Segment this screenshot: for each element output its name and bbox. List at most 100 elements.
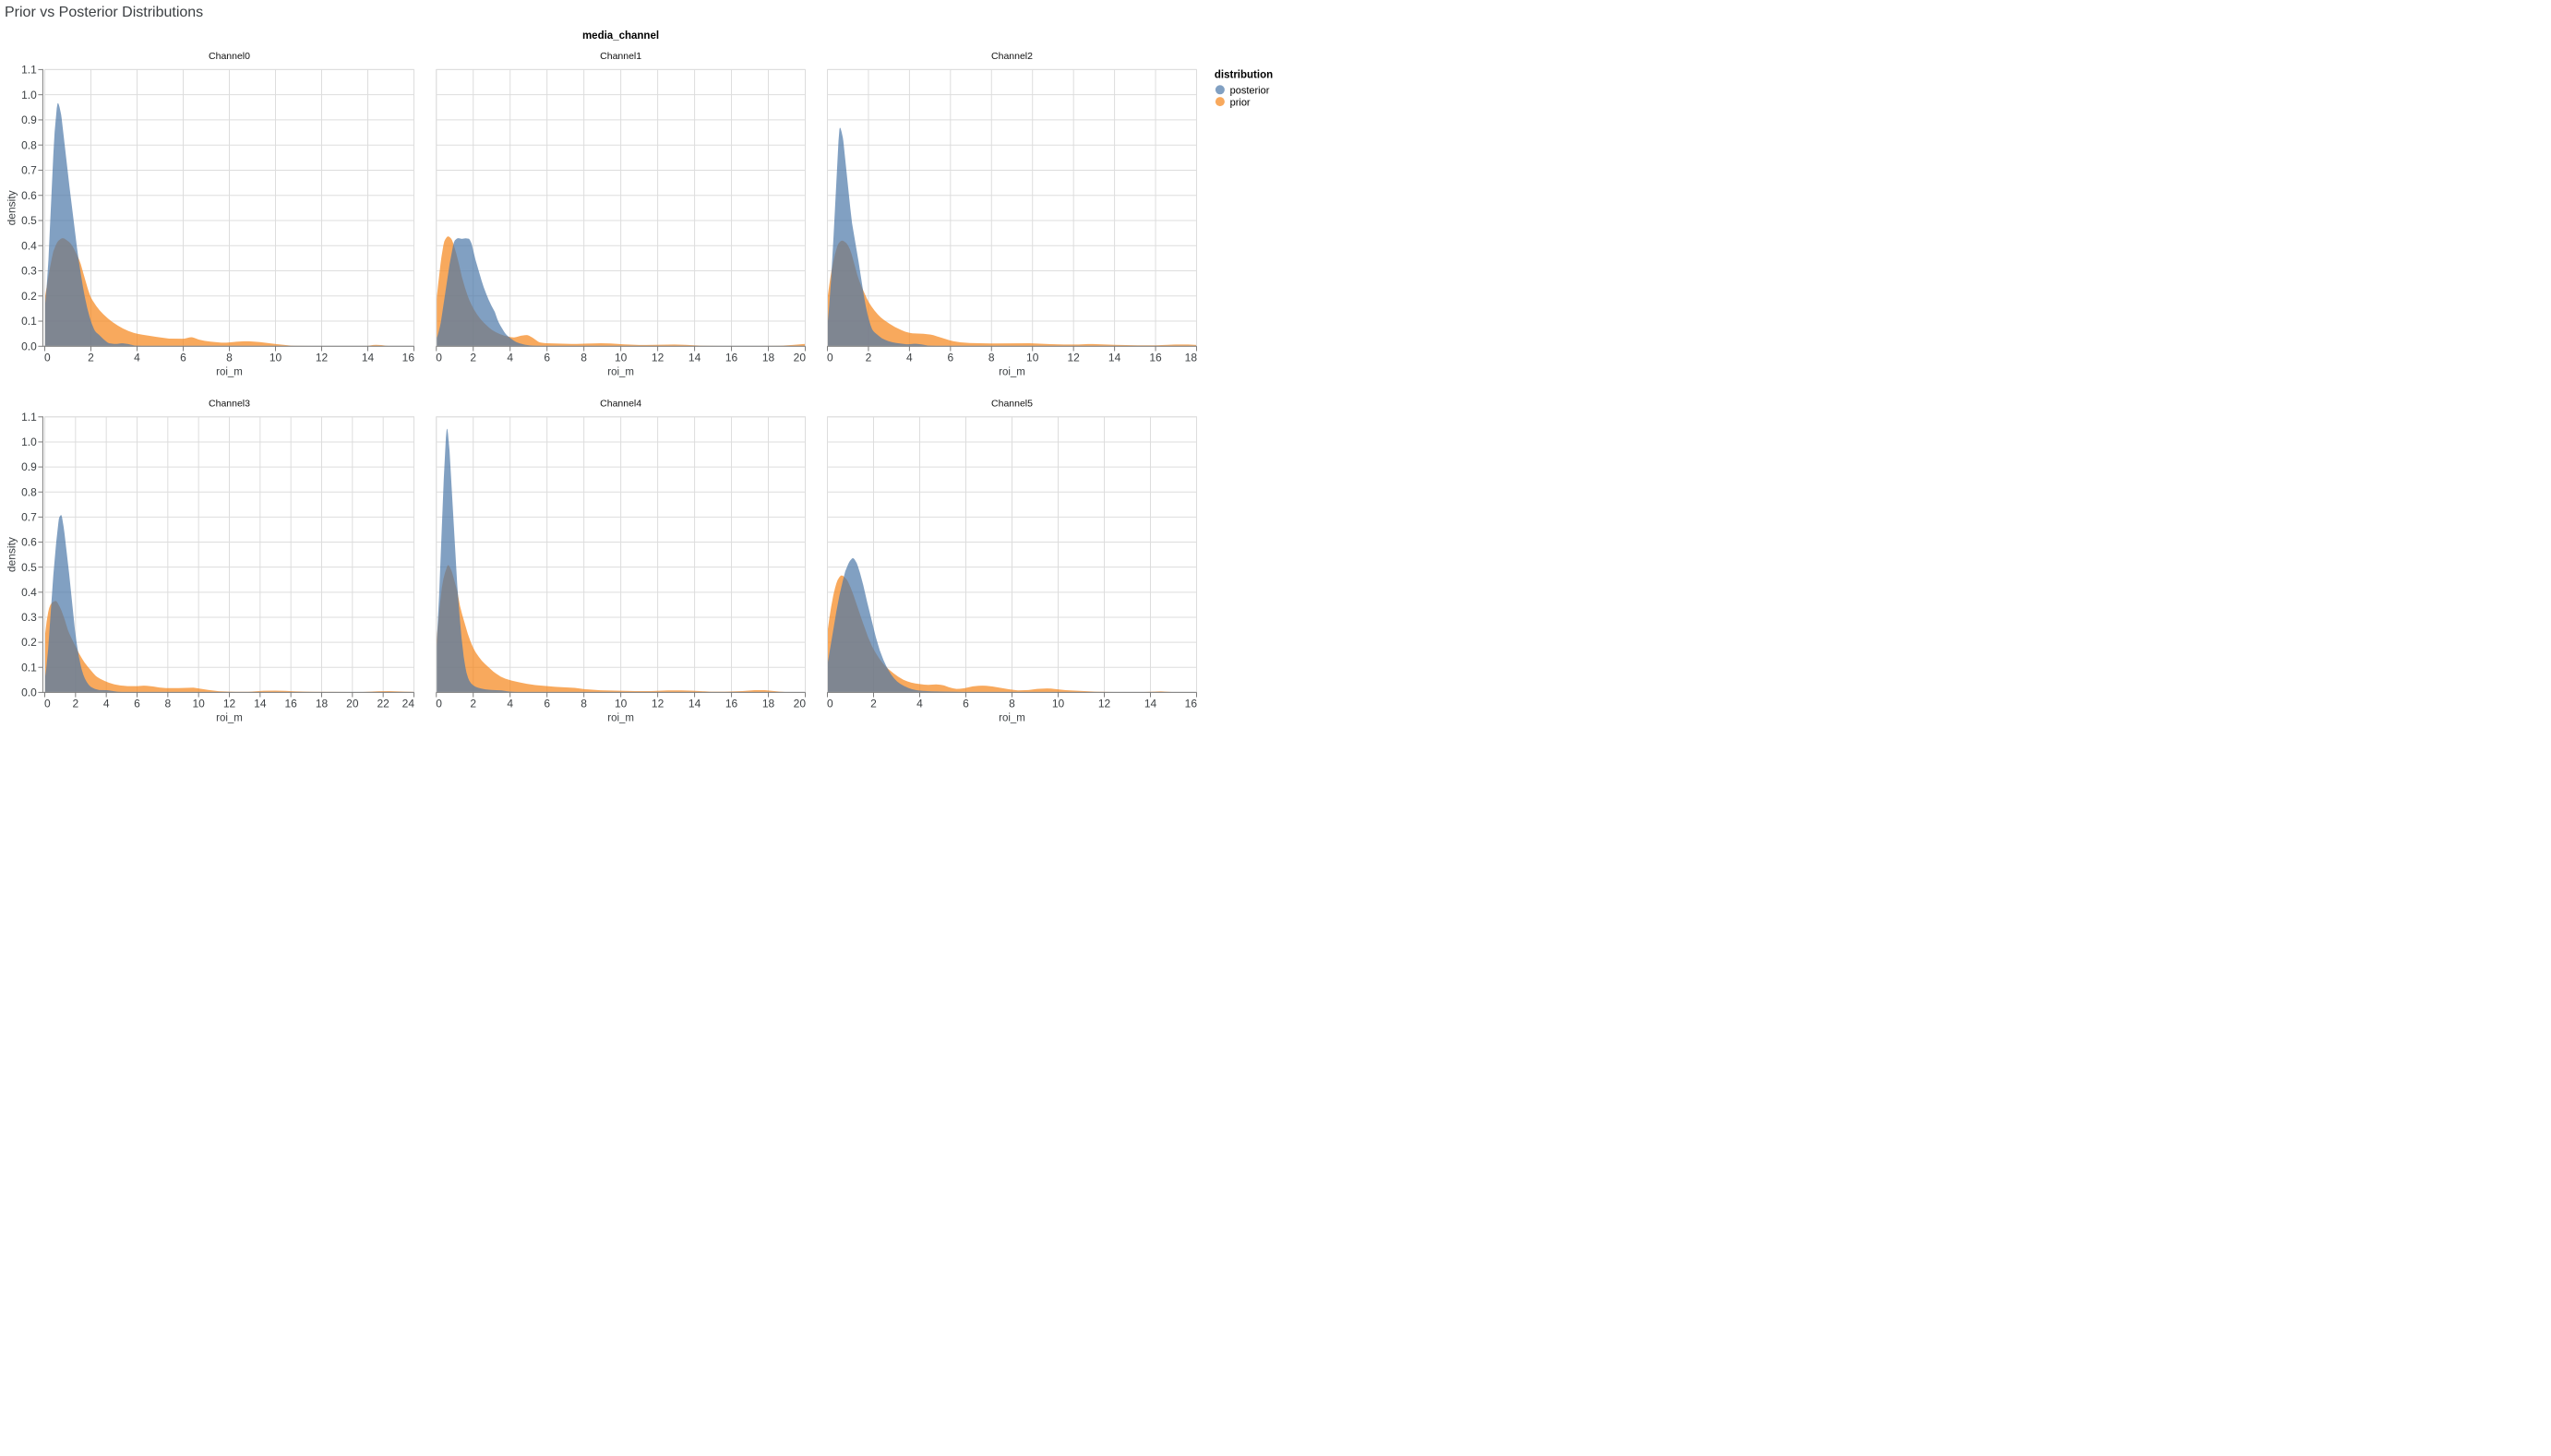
svg-text:18: 18 (762, 352, 775, 364)
svg-text:prior: prior (1230, 97, 1251, 108)
svg-text:roi_m: roi_m (999, 367, 1025, 378)
svg-text:0.0: 0.0 (21, 686, 37, 699)
svg-text:12: 12 (223, 698, 236, 710)
svg-text:2: 2 (470, 698, 476, 710)
svg-text:posterior: posterior (1230, 86, 1270, 97)
svg-text:0: 0 (436, 352, 442, 364)
svg-text:Channel4: Channel4 (600, 398, 641, 409)
svg-text:0: 0 (44, 698, 51, 710)
svg-text:12: 12 (316, 352, 329, 364)
svg-text:4: 4 (103, 698, 110, 710)
svg-text:2: 2 (470, 352, 476, 364)
svg-text:6: 6 (963, 698, 969, 710)
svg-text:roi_m: roi_m (607, 367, 634, 378)
svg-text:10: 10 (269, 352, 282, 364)
svg-text:1.0: 1.0 (21, 436, 37, 448)
svg-text:0.4: 0.4 (21, 239, 37, 252)
svg-text:14: 14 (362, 352, 375, 364)
svg-text:14: 14 (689, 352, 701, 364)
svg-text:16: 16 (284, 698, 297, 710)
svg-text:6: 6 (544, 352, 550, 364)
svg-text:14: 14 (689, 698, 701, 710)
svg-text:0.3: 0.3 (21, 611, 37, 624)
svg-text:16: 16 (1185, 698, 1198, 710)
svg-text:20: 20 (794, 698, 807, 710)
svg-text:Channel5: Channel5 (991, 398, 1033, 409)
svg-text:roi_m: roi_m (999, 713, 1025, 724)
svg-text:0: 0 (827, 352, 833, 364)
svg-text:1.0: 1.0 (21, 89, 37, 101)
svg-text:distribution: distribution (1215, 69, 1273, 80)
svg-text:4: 4 (906, 352, 913, 364)
svg-text:2: 2 (866, 352, 872, 364)
svg-text:0.0: 0.0 (21, 340, 37, 352)
svg-text:8: 8 (581, 698, 587, 710)
svg-text:2: 2 (88, 352, 94, 364)
svg-text:6: 6 (947, 352, 953, 364)
svg-text:1.1: 1.1 (21, 411, 37, 424)
svg-text:0.6: 0.6 (21, 189, 37, 202)
svg-text:0: 0 (436, 698, 442, 710)
svg-text:0.9: 0.9 (21, 460, 37, 473)
svg-text:4: 4 (507, 698, 513, 710)
svg-text:14: 14 (254, 698, 267, 710)
svg-text:0.2: 0.2 (21, 290, 37, 303)
svg-text:22: 22 (377, 698, 389, 710)
svg-text:0.8: 0.8 (21, 485, 37, 498)
svg-text:6: 6 (180, 352, 186, 364)
svg-text:4: 4 (507, 352, 513, 364)
svg-text:0.8: 0.8 (21, 138, 37, 151)
svg-text:0.3: 0.3 (21, 265, 37, 278)
svg-text:8: 8 (1009, 698, 1015, 710)
svg-text:18: 18 (1185, 352, 1198, 364)
svg-text:4: 4 (916, 698, 923, 710)
svg-text:12: 12 (652, 698, 665, 710)
svg-text:16: 16 (402, 352, 415, 364)
svg-text:10: 10 (615, 352, 628, 364)
svg-text:density: density (6, 537, 18, 572)
svg-text:20: 20 (794, 352, 807, 364)
svg-text:12: 12 (1098, 698, 1111, 710)
svg-text:Channel0: Channel0 (209, 51, 250, 62)
svg-text:8: 8 (226, 352, 233, 364)
svg-text:4: 4 (134, 352, 140, 364)
svg-text:0.7: 0.7 (21, 164, 37, 177)
svg-text:0.9: 0.9 (21, 113, 37, 126)
svg-text:0.6: 0.6 (21, 536, 37, 549)
svg-text:16: 16 (1149, 352, 1162, 364)
svg-text:0.7: 0.7 (21, 510, 37, 523)
svg-text:0.5: 0.5 (21, 561, 37, 574)
svg-text:10: 10 (615, 698, 628, 710)
svg-text:18: 18 (762, 698, 775, 710)
svg-text:0: 0 (827, 698, 833, 710)
svg-text:Channel2: Channel2 (991, 51, 1033, 62)
svg-text:0.1: 0.1 (21, 315, 37, 328)
svg-text:0: 0 (44, 352, 51, 364)
svg-text:roi_m: roi_m (216, 713, 243, 724)
svg-text:0.4: 0.4 (21, 586, 37, 599)
svg-text:2: 2 (72, 698, 78, 710)
svg-text:10: 10 (1026, 352, 1039, 364)
svg-text:2: 2 (870, 698, 877, 710)
svg-text:Channel3: Channel3 (209, 398, 250, 409)
svg-text:20: 20 (346, 698, 359, 710)
svg-text:media_channel: media_channel (582, 30, 659, 42)
svg-text:1.1: 1.1 (21, 64, 37, 77)
svg-text:6: 6 (544, 698, 550, 710)
svg-text:roi_m: roi_m (607, 713, 634, 724)
svg-text:18: 18 (316, 698, 329, 710)
svg-text:16: 16 (725, 352, 738, 364)
svg-text:14: 14 (1144, 698, 1157, 710)
svg-text:0.5: 0.5 (21, 214, 37, 227)
svg-text:roi_m: roi_m (216, 367, 243, 378)
svg-text:8: 8 (581, 352, 587, 364)
svg-text:0.2: 0.2 (21, 636, 37, 649)
svg-text:10: 10 (1052, 698, 1065, 710)
svg-text:density: density (6, 190, 18, 225)
svg-text:Channel1: Channel1 (600, 51, 641, 62)
svg-text:10: 10 (192, 698, 205, 710)
svg-text:0.1: 0.1 (21, 661, 37, 674)
svg-text:24: 24 (402, 698, 415, 710)
svg-text:Prior vs Posterior Distributio: Prior vs Posterior Distributions (5, 5, 203, 20)
svg-text:6: 6 (134, 698, 140, 710)
